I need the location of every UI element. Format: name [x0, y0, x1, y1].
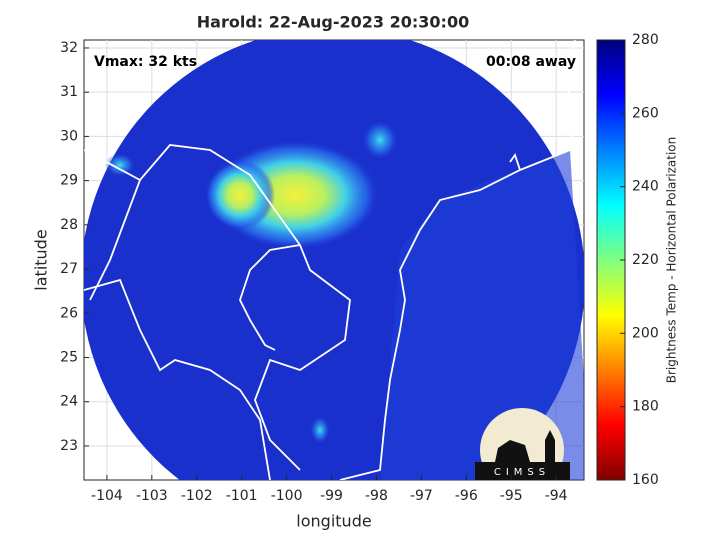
- y-tick-label: 32: [60, 40, 78, 56]
- y-tick-label: 26: [60, 305, 78, 321]
- swath: [84, 40, 584, 480]
- x-tick-label: -101: [226, 488, 258, 504]
- y-tick-label: 28: [60, 217, 78, 233]
- colorbar-tick-label: 260: [632, 105, 659, 121]
- colorbar-tick-label: 160: [632, 472, 659, 488]
- x-tick-label: -104: [91, 488, 123, 504]
- ocean: [380, 150, 584, 480]
- y-tick-label: 23: [60, 438, 78, 454]
- y-tick-label: 27: [60, 261, 78, 277]
- y-tick-label: 30: [60, 128, 78, 144]
- colorbar-tick-label: 180: [632, 399, 659, 415]
- logo: CIMSS: [475, 408, 570, 480]
- x-tick-label: -99: [320, 488, 343, 504]
- convection: [205, 160, 275, 230]
- annotation: Vmax: 32 kts: [94, 54, 197, 70]
- chart-title: Harold: 22-Aug-2023 20:30:00: [197, 13, 469, 32]
- x-axis-label: longitude: [296, 512, 371, 531]
- y-tick-label: 29: [60, 173, 78, 189]
- annotation: 00:08 away: [486, 54, 576, 70]
- x-tick-label: -94: [545, 488, 568, 504]
- x-tick-label: -98: [365, 488, 388, 504]
- y-axis-label: latitude: [32, 229, 51, 290]
- convection: [105, 153, 135, 177]
- x-tick-label: -97: [410, 488, 433, 504]
- convection: [362, 120, 398, 160]
- colorbar-tick-label: 220: [632, 252, 659, 268]
- colorbar-label: Brightness Temp - Horizontal Polarizatio…: [665, 137, 679, 384]
- x-tick-label: -103: [136, 488, 168, 504]
- x-tick-label: -102: [181, 488, 213, 504]
- colorbar-tick-label: 280: [632, 32, 659, 48]
- x-tick-label: -96: [455, 488, 478, 504]
- borders: [84, 40, 576, 480]
- colorbar-tick-label: 200: [632, 325, 659, 341]
- convection: [310, 416, 330, 444]
- y-tick-label: 25: [60, 350, 78, 366]
- logo-text: CIMSS: [494, 467, 550, 478]
- y-tick-label: 24: [60, 394, 78, 410]
- colorbar-tick-label: 240: [632, 179, 659, 195]
- y-tick-label: 31: [60, 84, 78, 100]
- x-tick-label: -95: [500, 488, 523, 504]
- x-tick-label: -100: [271, 488, 303, 504]
